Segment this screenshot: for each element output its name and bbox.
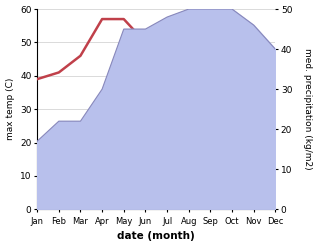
X-axis label: date (month): date (month) [117, 231, 195, 242]
Y-axis label: med. precipitation (kg/m2): med. precipitation (kg/m2) [303, 48, 313, 170]
Y-axis label: max temp (C): max temp (C) [5, 78, 15, 140]
